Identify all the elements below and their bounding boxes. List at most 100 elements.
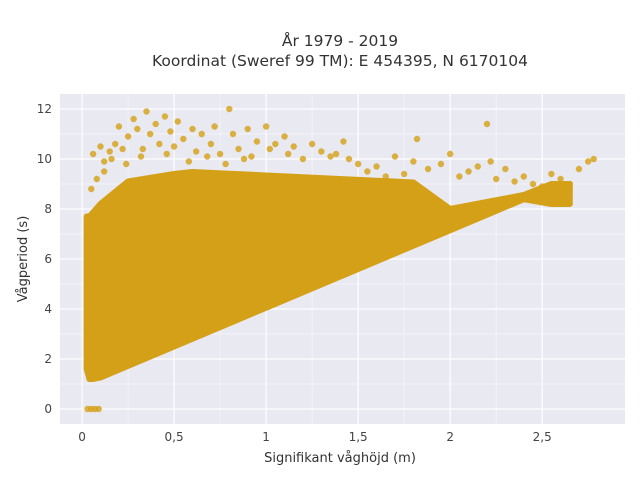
scatter-point	[318, 148, 325, 155]
scatter-point	[308, 140, 316, 148]
scatter-point	[345, 155, 353, 163]
scatter-point	[502, 165, 509, 173]
scatter-point	[226, 105, 233, 113]
scatter-point	[161, 113, 169, 120]
scatter-point	[584, 158, 592, 165]
scatter-point	[391, 153, 399, 160]
scatter-point	[557, 175, 564, 183]
scatter-point	[548, 170, 555, 178]
scatter-point	[123, 160, 130, 168]
scatter-point	[437, 160, 445, 168]
scatter-point	[364, 168, 371, 175]
scatter-point	[204, 153, 211, 160]
dense-point-cloud	[83, 168, 573, 382]
scatter-point	[211, 123, 218, 130]
scatter-point	[112, 140, 119, 148]
scatter-point	[253, 138, 261, 145]
scatter-point	[262, 123, 270, 130]
scatter-point	[487, 158, 494, 165]
y-axis-label: Vågperiod (s)	[16, 216, 31, 303]
x-axis-label: Signifikant våghöjd (m)	[264, 451, 416, 466]
scatter-point	[189, 125, 196, 133]
x-tick-label: 0,5	[165, 430, 184, 444]
scatter-point	[156, 140, 163, 148]
scatter-point	[216, 150, 224, 158]
scatter-point	[483, 120, 491, 128]
scatter-point	[373, 163, 380, 170]
scatter-point	[139, 145, 147, 153]
scatter-point	[235, 145, 242, 153]
point-cloud	[83, 168, 573, 382]
scatter-point	[192, 148, 200, 155]
scatter-point	[180, 135, 187, 143]
scatter-point	[272, 140, 279, 148]
x-tick-label: 2,5	[533, 430, 552, 444]
x-tick-label: 0	[78, 430, 86, 444]
scatter-point	[244, 125, 251, 133]
scatter-point	[143, 108, 150, 115]
scatter-point	[327, 153, 334, 160]
scatter-point	[492, 175, 500, 183]
scatter-point	[382, 173, 389, 180]
y-tick-label: 2	[44, 352, 52, 366]
scatter-point	[167, 128, 174, 135]
scatter-point	[130, 115, 137, 123]
scatter-point	[590, 155, 597, 163]
scatter-point	[89, 150, 97, 158]
chart-title-line-1: År 1979 - 2019	[282, 31, 398, 50]
scatter-point	[100, 168, 108, 175]
scatter-point	[465, 168, 472, 175]
y-tick-label: 12	[37, 102, 52, 116]
scatter-point	[146, 130, 154, 138]
scatter-point	[174, 118, 181, 125]
y-tick-label: 4	[44, 302, 52, 316]
scatter-point	[115, 123, 123, 130]
scatter-point	[354, 160, 362, 168]
scatter-point	[538, 183, 546, 190]
y-tick-label: 10	[37, 152, 52, 166]
scatter-point	[106, 148, 113, 155]
scatter-point	[446, 150, 454, 158]
scatter-point	[163, 150, 170, 158]
scatter-point	[340, 138, 347, 145]
y-tick-label: 6	[44, 252, 52, 266]
scatter-point	[281, 133, 288, 140]
x-axis-ticks: 0 0,5 1 1,5 2 2,5	[78, 430, 551, 444]
scatter-point	[290, 143, 297, 150]
scatter-point	[285, 150, 292, 158]
y-tick-label: 8	[44, 202, 52, 216]
scatter-point	[410, 158, 417, 165]
chart-title-line-2: Koordinat (Sweref 99 TM): E 454395, N 61…	[152, 52, 528, 70]
scatter-point	[119, 145, 126, 153]
scatter-point	[400, 170, 408, 178]
scatter-point	[413, 135, 421, 143]
x-tick-label: 2	[446, 430, 454, 444]
scatter-point	[152, 120, 159, 128]
scatter-point	[93, 175, 101, 183]
scatter-point	[229, 130, 237, 138]
scatter-point	[97, 143, 104, 150]
x-tick-label: 1	[262, 430, 270, 444]
scatter-point	[198, 130, 205, 138]
scatter-point	[566, 180, 573, 188]
scatter-point	[520, 173, 527, 180]
scatter-point	[95, 405, 102, 413]
scatter-point	[332, 150, 340, 158]
scatter-point	[511, 178, 518, 185]
scatter-point	[474, 163, 481, 170]
scatter-point	[100, 158, 108, 165]
scatter-point	[240, 155, 248, 163]
scatter-point	[575, 165, 583, 173]
scatter-point	[529, 180, 537, 188]
scatter-point	[185, 158, 193, 165]
scatter-point	[88, 185, 95, 193]
y-axis-ticks: 0 2 4 6 8 10 12	[37, 102, 52, 416]
x-tick-label: 1,5	[349, 430, 368, 444]
scatter-point	[170, 143, 178, 150]
y-tick-label: 0	[44, 402, 52, 416]
scatter-point	[424, 165, 432, 173]
scatter-point	[207, 140, 215, 148]
scatter-point	[137, 153, 145, 160]
scatter-point	[108, 155, 115, 163]
scatter-point	[134, 125, 141, 133]
